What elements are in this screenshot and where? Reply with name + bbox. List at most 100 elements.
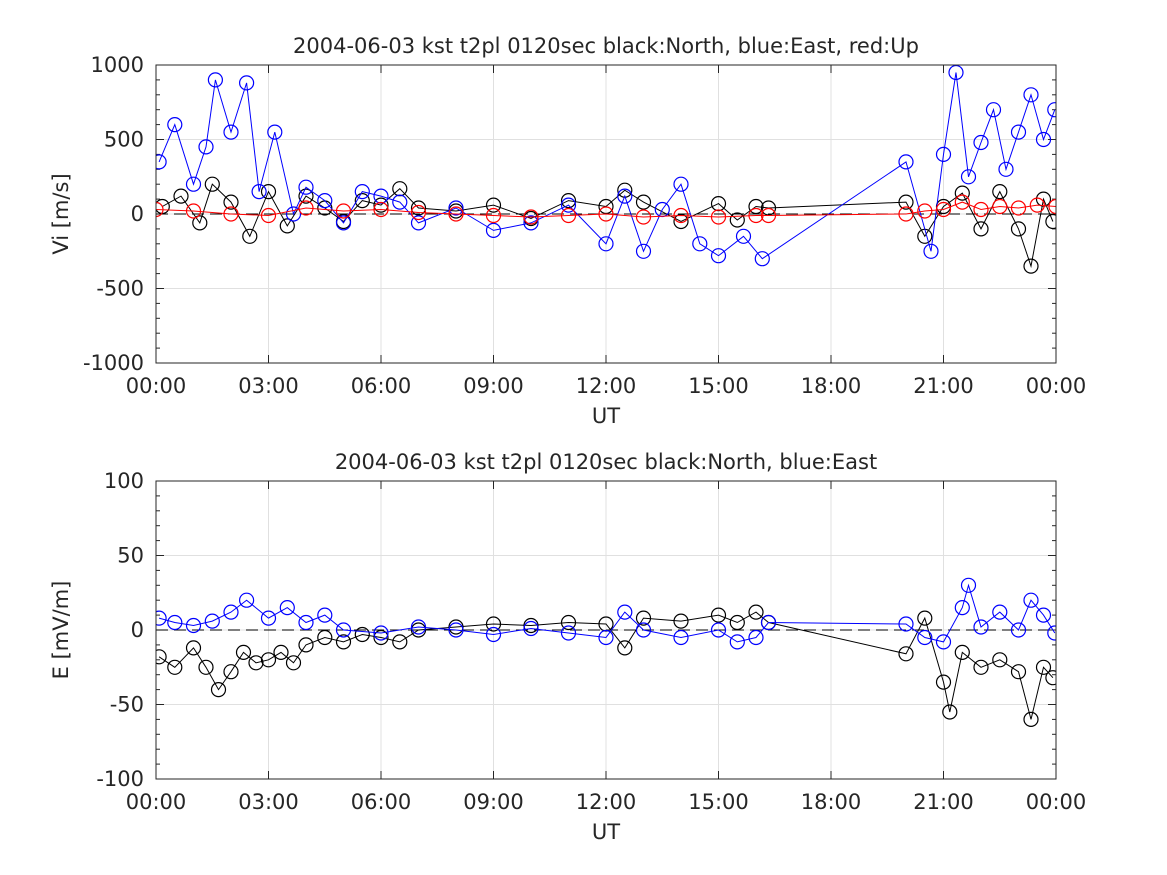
electric-field-panel: 00:00 03:00 06:00 09:00 12:00 15:00 18:00 21:00… (49, 450, 1086, 844)
chart-title: 2004-06-03 kst t2pl 0120sec black:North,… (335, 450, 877, 474)
x-tick-label: 15:00 (688, 374, 749, 398)
x-tick-label: 00:00 (126, 374, 187, 398)
data-point-east (917, 629, 933, 646)
y-axis-label: E [mV/m] (49, 581, 73, 680)
data-point-north (635, 610, 652, 626)
data-point-north (298, 637, 314, 653)
data-point-east (954, 599, 970, 616)
data-point-up (917, 203, 933, 219)
data-point-up (954, 194, 970, 210)
data-point-up (335, 203, 352, 219)
data-point-east (448, 622, 464, 638)
data-point-north (317, 629, 333, 646)
data-point-east (998, 161, 1014, 177)
data-point-north (273, 644, 289, 661)
data-point-north (223, 664, 239, 680)
data-point-east (635, 622, 652, 638)
data-point-up (710, 209, 727, 225)
data-point-north (898, 194, 914, 210)
data-point-north (917, 610, 933, 626)
x-tick-label: 03:00 (238, 790, 299, 814)
data-point-north (354, 193, 370, 209)
x-tick-label: 03:00 (238, 374, 299, 398)
data-point-east (373, 625, 389, 641)
data-point-east (156, 610, 167, 626)
velocity-panel: 00:00 03:00 06:00 09:00 12:00 15:00 18:00 21:00… (49, 34, 1086, 428)
data-point-north (673, 613, 689, 629)
data-point-east (560, 197, 577, 213)
data-point-up (1048, 198, 1056, 215)
data-point-north (156, 649, 167, 665)
data-point-east (710, 622, 727, 638)
x-tick-label: 09:00 (463, 790, 524, 814)
data-point-north (410, 622, 427, 638)
data-point-east (207, 72, 223, 88)
data-point-up (973, 201, 989, 218)
data-point-east (448, 200, 464, 216)
data-point-east (523, 620, 539, 637)
y-tick-label: -100 (96, 767, 144, 791)
data-point-east (748, 629, 764, 646)
data-point-east (1010, 124, 1027, 140)
data-point-north (523, 617, 539, 634)
data-point-north (1023, 258, 1039, 274)
data-point-up (298, 200, 314, 216)
data-point-east (710, 248, 727, 264)
data-point-north (448, 619, 464, 635)
x-tick-label: 15:00 (688, 790, 749, 814)
data-point-north (635, 194, 652, 210)
y-tick-label: 50 (117, 544, 144, 568)
data-point-north (935, 674, 952, 690)
series-line-north (158, 611, 1054, 720)
data-point-east (729, 634, 745, 650)
data-point-north (1010, 664, 1027, 680)
data-point-up (485, 207, 502, 224)
data-point-north (710, 196, 727, 212)
data-point-north (942, 704, 958, 720)
data-point-north (354, 626, 370, 643)
data-point-east (898, 616, 914, 632)
data-point-north (1035, 659, 1052, 675)
data-point-north (954, 185, 970, 201)
y-tick-label: 0 (131, 618, 144, 642)
data-point-up (223, 206, 239, 222)
data-point-up (560, 207, 577, 224)
x-tick-label: 12:00 (576, 374, 637, 398)
x-axis-label: UT (592, 404, 620, 428)
data-point-east (373, 188, 389, 204)
data-point-north (1045, 213, 1056, 230)
x-tick-label: 00:00 (126, 790, 187, 814)
data-point-east (692, 236, 708, 252)
data-point-east (198, 139, 214, 155)
data-point-up (898, 206, 914, 222)
data-point-east (410, 215, 427, 231)
data-point-east (617, 188, 633, 204)
data-point-north (173, 188, 189, 204)
data-point-north (260, 652, 277, 668)
data-point-north (710, 607, 727, 623)
data-point-north (235, 644, 252, 661)
data-point-north (167, 659, 183, 675)
data-point-east (354, 184, 370, 200)
data-point-east (598, 236, 614, 252)
data-point-north (185, 640, 202, 656)
data-point-east (1035, 131, 1052, 148)
data-point-east (735, 228, 752, 244)
x-tick-label: 00:00 (1026, 790, 1087, 814)
data-point-north (673, 213, 689, 230)
data-point-east (898, 154, 914, 170)
data-point-north (1045, 670, 1056, 686)
data-point-north (748, 198, 764, 215)
data-point-east (251, 184, 267, 200)
data-point-east (317, 607, 333, 623)
data-point-north (248, 655, 264, 671)
y-tick-label: 0 (131, 202, 144, 226)
data-point-north (210, 681, 227, 698)
x-tick-label: 12:00 (576, 790, 637, 814)
x-axis-label: UT (592, 820, 620, 844)
data-point-north (298, 188, 314, 204)
data-point-east (298, 179, 314, 195)
data-point-east (485, 222, 502, 238)
data-point-north (285, 655, 302, 671)
data-point-east (223, 604, 239, 620)
